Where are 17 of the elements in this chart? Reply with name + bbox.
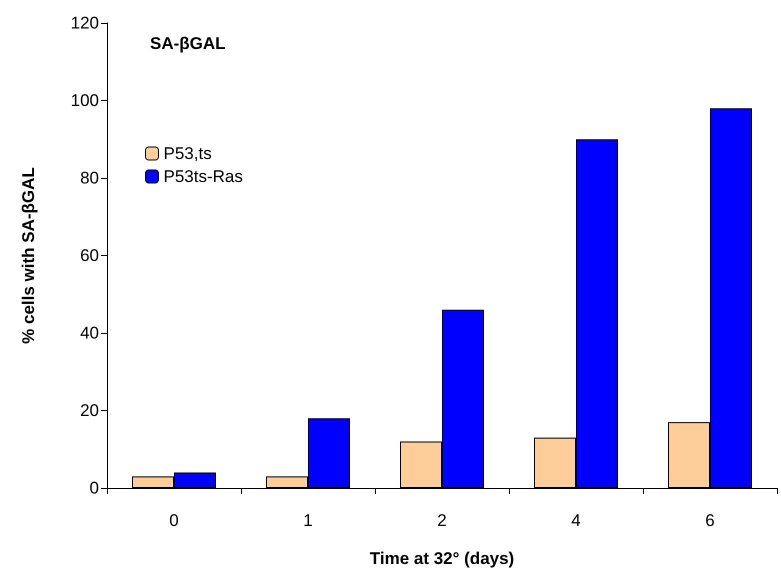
x-tick-label: 0 bbox=[169, 511, 179, 530]
y-tick-label: 60 bbox=[80, 246, 99, 265]
legend-label: P53,ts bbox=[164, 144, 212, 163]
x-axis-title: Time at 32° (days) bbox=[370, 549, 514, 568]
x-tick-label: 4 bbox=[571, 511, 581, 530]
legend-label: P53ts-Ras bbox=[164, 167, 243, 186]
y-tick-label: 20 bbox=[80, 401, 99, 420]
y-axis-title: % cells with SA-βGAL bbox=[19, 167, 38, 344]
y-tick-label: 0 bbox=[90, 478, 99, 498]
x-tick-label: 1 bbox=[303, 511, 313, 530]
x-tick-label: 2 bbox=[437, 511, 447, 530]
x-tick-label: 6 bbox=[705, 511, 715, 530]
y-tick-label: 40 bbox=[80, 324, 99, 342]
y-tick-label: 120 bbox=[70, 14, 99, 32]
text: SA-βGAL bbox=[150, 34, 226, 53]
y-tick-label: 80 bbox=[80, 168, 99, 188]
y-tick-label: 100 bbox=[70, 91, 99, 110]
